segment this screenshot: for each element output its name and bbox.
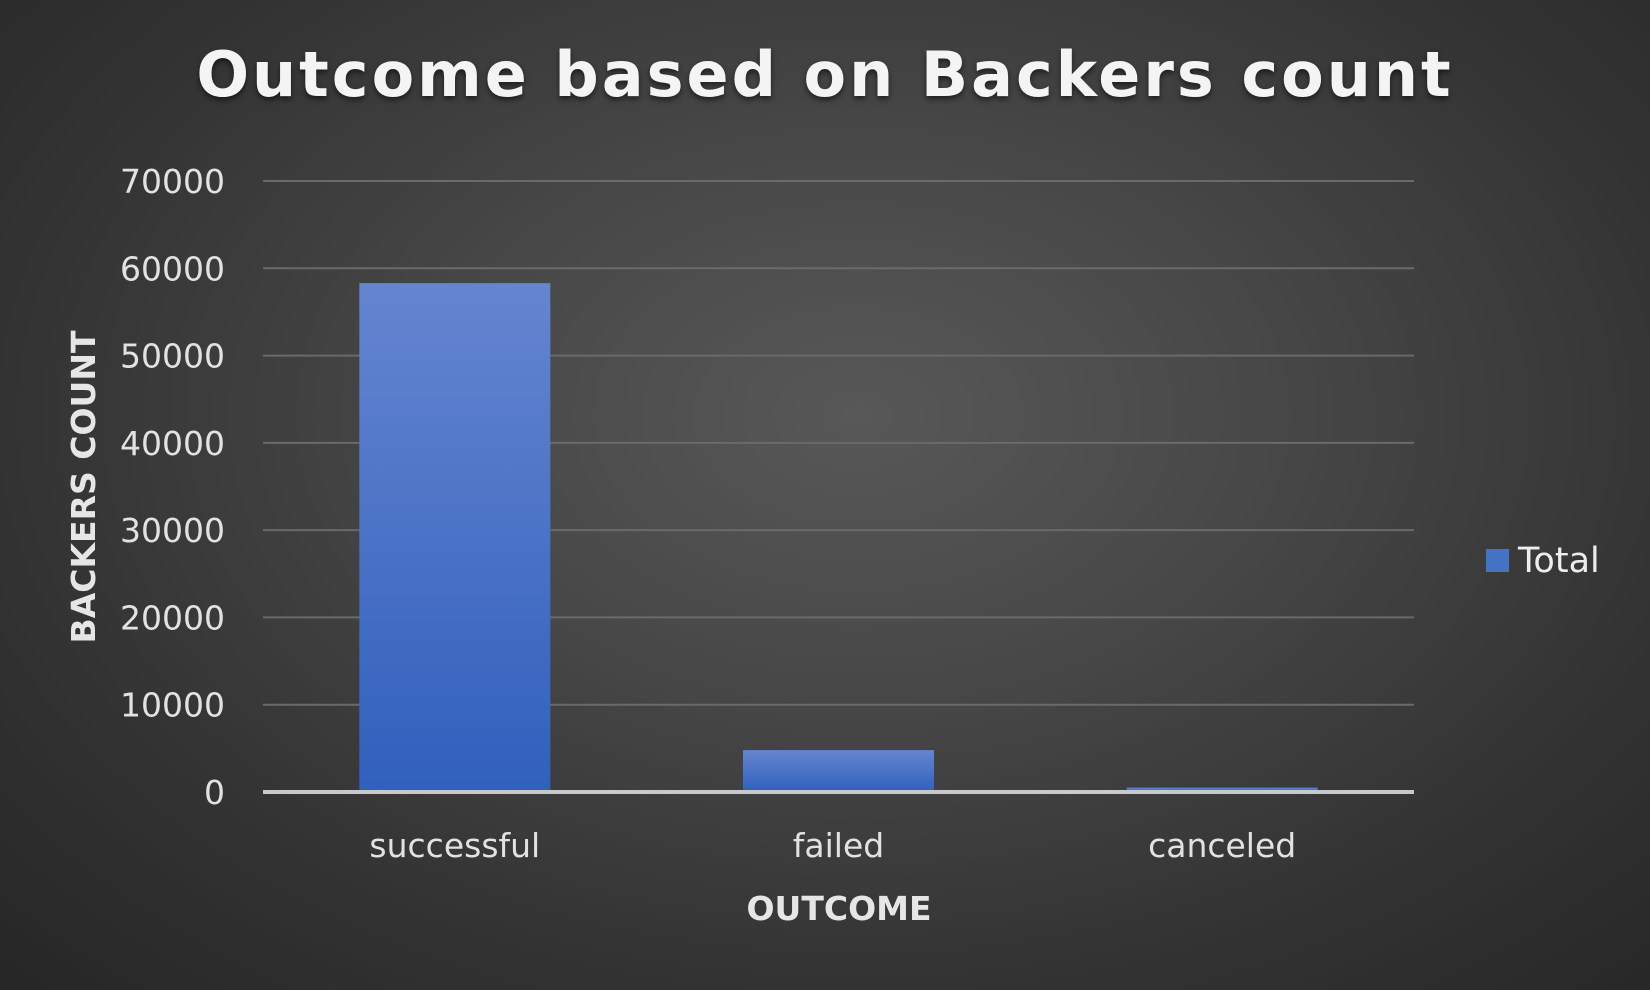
y-axis-title: BACKERS COUNT bbox=[64, 330, 103, 643]
bars bbox=[359, 283, 1318, 792]
y-tick-label: 10000 bbox=[120, 686, 225, 725]
legend-label: Total bbox=[1517, 541, 1600, 581]
x-tick-label: failed bbox=[793, 826, 884, 865]
y-tick-label: 20000 bbox=[120, 598, 225, 637]
legend-swatch bbox=[1486, 549, 1509, 572]
y-tick-label: 60000 bbox=[120, 249, 225, 288]
y-tick-label: 0 bbox=[204, 773, 225, 812]
legend: Total bbox=[1486, 541, 1600, 581]
chart-title: Outcome based on Backers count bbox=[196, 38, 1454, 111]
y-tick-labels: 0 10000 20000 30000 40000 50000 60000 70000 bbox=[120, 162, 225, 812]
x-tick-label: successful bbox=[369, 826, 540, 865]
y-tick-label: 30000 bbox=[120, 511, 225, 550]
bar-failed bbox=[743, 750, 934, 792]
y-tick-label: 70000 bbox=[120, 162, 225, 201]
y-tick-label: 50000 bbox=[120, 337, 225, 376]
bar-canceled bbox=[1126, 787, 1318, 792]
bar-successful bbox=[359, 283, 551, 792]
y-tick-label: 40000 bbox=[120, 424, 225, 463]
x-tick-labels: successful failed canceled bbox=[369, 826, 1296, 865]
x-tick-label: canceled bbox=[1148, 826, 1296, 865]
x-axis-title: OUTCOME bbox=[746, 889, 931, 928]
